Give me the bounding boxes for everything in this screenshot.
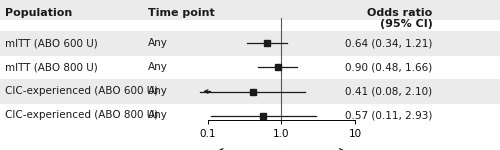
Text: Any: Any [148,63,168,72]
Bar [0,79,500,104]
Text: mITT (ABO 800 U): mITT (ABO 800 U) [5,63,98,72]
Text: Population: Population [5,8,72,18]
Text: CIC-experienced (ABO 800 U): CIC-experienced (ABO 800 U) [5,111,158,120]
Text: Any: Any [148,39,168,48]
Text: mITT (ABO 600 U): mITT (ABO 600 U) [5,39,98,48]
Text: 0.57 (0.11, 2.93): 0.57 (0.11, 2.93) [345,111,432,120]
Text: Odds ratio
(95% CI): Odds ratio (95% CI) [367,8,432,29]
Text: 0.90 (0.48, 1.66): 0.90 (0.48, 1.66) [345,63,432,72]
Text: CIC-experienced (ABO 600 U): CIC-experienced (ABO 600 U) [5,87,158,96]
Text: 0.41 (0.08, 2.10): 0.41 (0.08, 2.10) [346,87,432,96]
Text: Any: Any [148,87,168,96]
Text: 0.64 (0.34, 1.21): 0.64 (0.34, 1.21) [345,39,432,48]
Text: Any: Any [148,111,168,120]
Text: Time point: Time point [148,8,214,18]
Bar [0,0,500,20]
Bar [0,31,500,56]
